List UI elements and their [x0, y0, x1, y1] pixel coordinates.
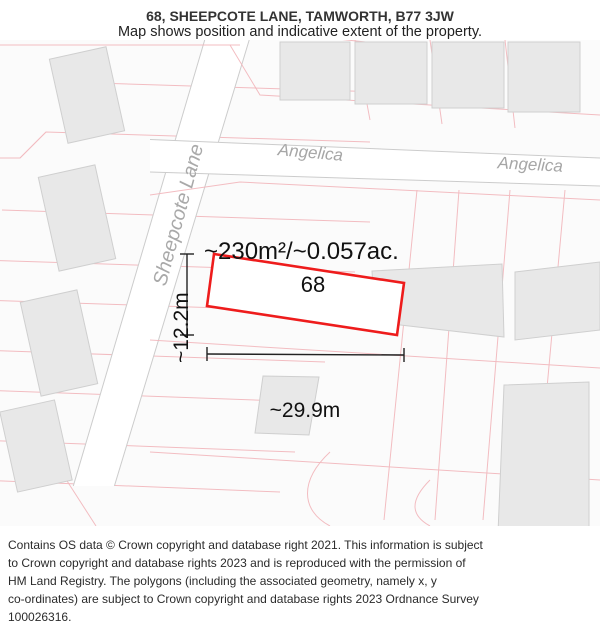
- svg-text:~230m²/~0.057ac.: ~230m²/~0.057ac.: [204, 238, 399, 265]
- svg-text:68: 68: [301, 272, 325, 297]
- svg-text:Angelica: Angelica: [496, 153, 563, 175]
- svg-text:~29.9m: ~29.9m: [270, 399, 341, 422]
- svg-text:~12.2m: ~12.2m: [170, 292, 193, 363]
